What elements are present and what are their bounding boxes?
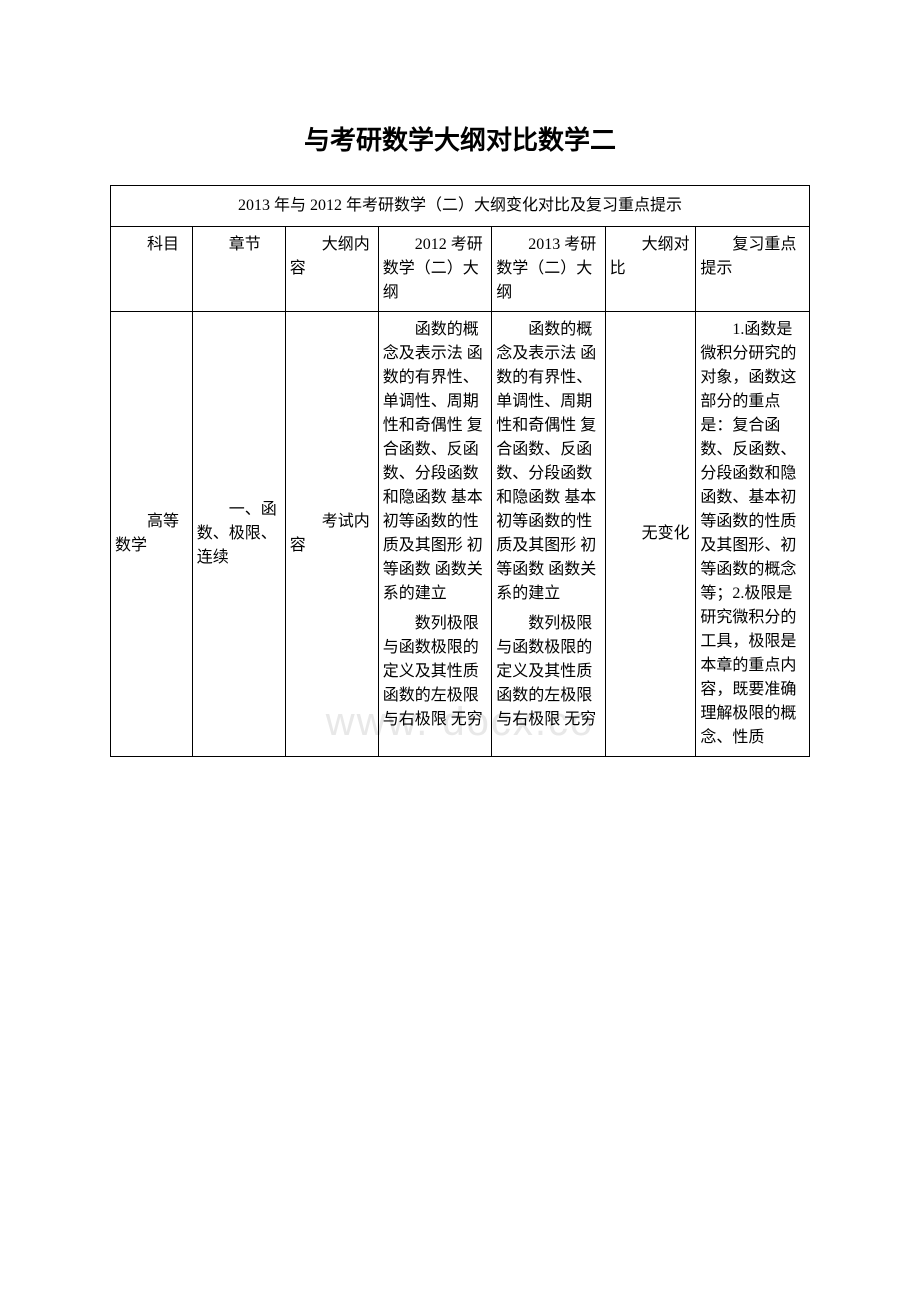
header-tips: 复习重点提示 — [696, 227, 810, 312]
syllabus-comparison-table: 2013 年与 2012 年考研数学（二）大纲变化对比及复习重点提示 科目 章节… — [110, 185, 810, 757]
header-2012: 2012 考研数学（二）大纲 — [378, 227, 491, 312]
table-caption: 2013 年与 2012 年考研数学（二）大纲变化对比及复习重点提示 — [111, 186, 810, 227]
table-caption-row: 2013 年与 2012 年考研数学（二）大纲变化对比及复习重点提示 — [111, 186, 810, 227]
cell-outline: 考试内容 — [285, 312, 378, 757]
cell-2012-para2: 数列极限与函数极限的定义及其性质 函数的左极限与右极限 无穷 — [383, 612, 487, 732]
page-title: 与考研数学大纲对比数学二 — [110, 120, 810, 157]
header-2013: 2013 考研数学（二）大纲 — [492, 227, 605, 312]
cell-subject: 高等数学 — [111, 312, 193, 757]
cell-2012-para1: 函数的概念及表示法 函数的有界性、单调性、周期性和奇偶性 复合函数、反函数、分段… — [383, 318, 487, 606]
cell-2013-para1: 函数的概念及表示法 函数的有界性、单调性、周期性和奇偶性 复合函数、反函数、分段… — [496, 318, 600, 606]
table-row: 高等数学 一、函数、极限、连续 考试内容 函数的概念及表示法 函数的有界性、单调… — [111, 312, 810, 757]
header-compare: 大纲对比 — [605, 227, 696, 312]
cell-tips: 1.函数是微积分研究的对象，函数这部分的重点是：复合函数、反函数、分段函数和隐函… — [696, 312, 810, 757]
table-header-row: 科目 章节 大纲内容 2012 考研数学（二）大纲 2013 考研数学（二）大纲… — [111, 227, 810, 312]
cell-2013: 函数的概念及表示法 函数的有界性、单调性、周期性和奇偶性 复合函数、反函数、分段… — [492, 312, 605, 757]
header-subject: 科目 — [111, 227, 193, 312]
header-outline: 大纲内容 — [285, 227, 378, 312]
cell-2013-para2: 数列极限与函数极限的定义及其性质 函数的左极限与右极限 无穷 — [496, 612, 600, 732]
header-chapter: 章节 — [192, 227, 285, 312]
document-page: 与考研数学大纲对比数学二 2013 年与 2012 年考研数学（二）大纲变化对比… — [0, 0, 920, 797]
cell-chapter: 一、函数、极限、连续 — [192, 312, 285, 757]
cell-compare: 无变化 — [605, 312, 696, 757]
cell-2012: 函数的概念及表示法 函数的有界性、单调性、周期性和奇偶性 复合函数、反函数、分段… — [378, 312, 491, 757]
